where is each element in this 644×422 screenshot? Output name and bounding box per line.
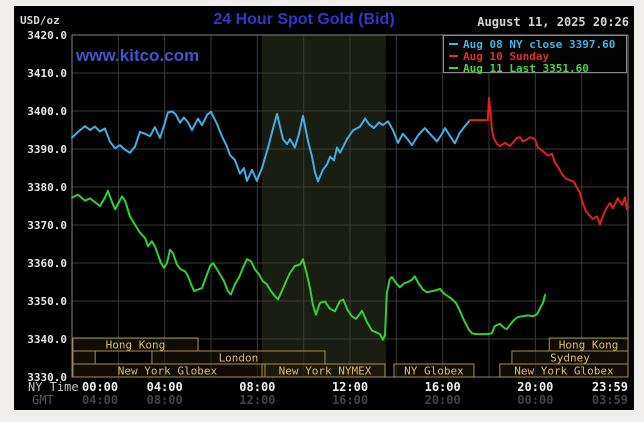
legend-dash-swatch <box>449 43 458 45</box>
legend-item: Aug 11 Last 3351.60 <box>449 61 626 75</box>
session-box <box>264 363 386 378</box>
x-axis-tick-ny: 00:00 <box>82 380 118 394</box>
session-box <box>72 337 199 352</box>
series-line-aug11 <box>71 189 547 341</box>
legend-label: Aug 10 Sunday <box>463 49 550 63</box>
x-axis-tick-gmt: 08:00 <box>147 393 183 407</box>
session-label: Hong Kong <box>559 339 619 352</box>
x-axis-tick-ny: 20:00 <box>517 380 553 394</box>
session-label: Hong Kong <box>106 339 166 352</box>
session-label: New York Globex <box>118 365 218 378</box>
legend-item: Aug 08 NY close 3397.60 <box>449 37 626 51</box>
chart-panel: USD/oz 24 Hour Spot Gold (Bid) August 11… <box>14 6 634 410</box>
session-box <box>499 363 629 378</box>
series-line-aug10 <box>469 96 629 226</box>
session-label: New York NYMEX <box>279 365 372 378</box>
y-axis-tick-label: 3390.0 <box>27 143 67 156</box>
x-axis-tick-gmt: 03:59 <box>592 393 628 407</box>
session-box <box>72 363 263 378</box>
x-axis-tick-gmt: 04:00 <box>82 393 118 407</box>
y-axis-tick-label: 3340.0 <box>27 333 67 346</box>
y-axis-tick-label: 3400.0 <box>27 105 67 118</box>
y-axis-tick-label: 3360.0 <box>27 257 67 270</box>
session-label: New York Globex <box>514 365 614 378</box>
session-label: NY Globex <box>404 365 464 378</box>
y-axis-tick-label: 3350.0 <box>27 295 67 308</box>
legend-item: Aug 10 Sunday <box>449 49 626 63</box>
chart-legend: Aug 08 NY close 3397.60 Aug 10 Sunday Aug … <box>443 35 627 75</box>
legend-label: Aug 08 NY close 3397.60 <box>463 37 616 51</box>
x-axis-tick-gmt: 16:00 <box>332 393 368 407</box>
x-axis-tick-ny: 04:00 <box>147 380 183 394</box>
session-box <box>72 350 96 365</box>
x-axis-tick-gmt: 20:00 <box>425 393 461 407</box>
legend-dash-swatch <box>449 67 458 69</box>
y-axis-tick-label: 3410.0 <box>27 67 67 80</box>
y-axis-unit-label: USD/oz <box>20 14 60 27</box>
nymex-session-highlight-band <box>261 35 386 377</box>
session-label: London <box>219 352 259 365</box>
legend-label: Aug 11 Last 3351.60 <box>463 61 589 75</box>
legend-dash-swatch <box>449 55 458 57</box>
datetime-label: August 11, 2025 20:26 <box>477 15 629 29</box>
y-axis-tick-label: 3420.0 <box>27 29 67 42</box>
ny-time-axis-label: NY Time <box>28 380 79 394</box>
x-axis-tick-ny: 12:00 <box>332 380 368 394</box>
x-axis-tick-gmt: 00:00 <box>517 393 553 407</box>
page-title: 24 Hour Spot Gold (Bid) <box>213 11 395 28</box>
y-axis-tick-label: 3330.0 <box>27 371 67 384</box>
x-axis-tick-gmt: 12:00 <box>239 393 275 407</box>
y-axis-tick-label: 3380.0 <box>27 181 67 194</box>
x-axis-tick-ny: 23:59 <box>592 380 628 394</box>
y-axis-tick-label: 3370.0 <box>27 219 67 232</box>
gmt-axis-label: GMT <box>32 393 54 407</box>
x-axis-tick-ny: 16:00 <box>425 380 461 394</box>
kitco-watermark-link[interactable]: www.kitco.com <box>76 46 200 65</box>
session-box <box>393 363 475 378</box>
session-label: Sydney <box>550 352 590 365</box>
series-line-aug08 <box>71 110 471 183</box>
x-axis-tick-ny: 08:00 <box>239 380 275 394</box>
